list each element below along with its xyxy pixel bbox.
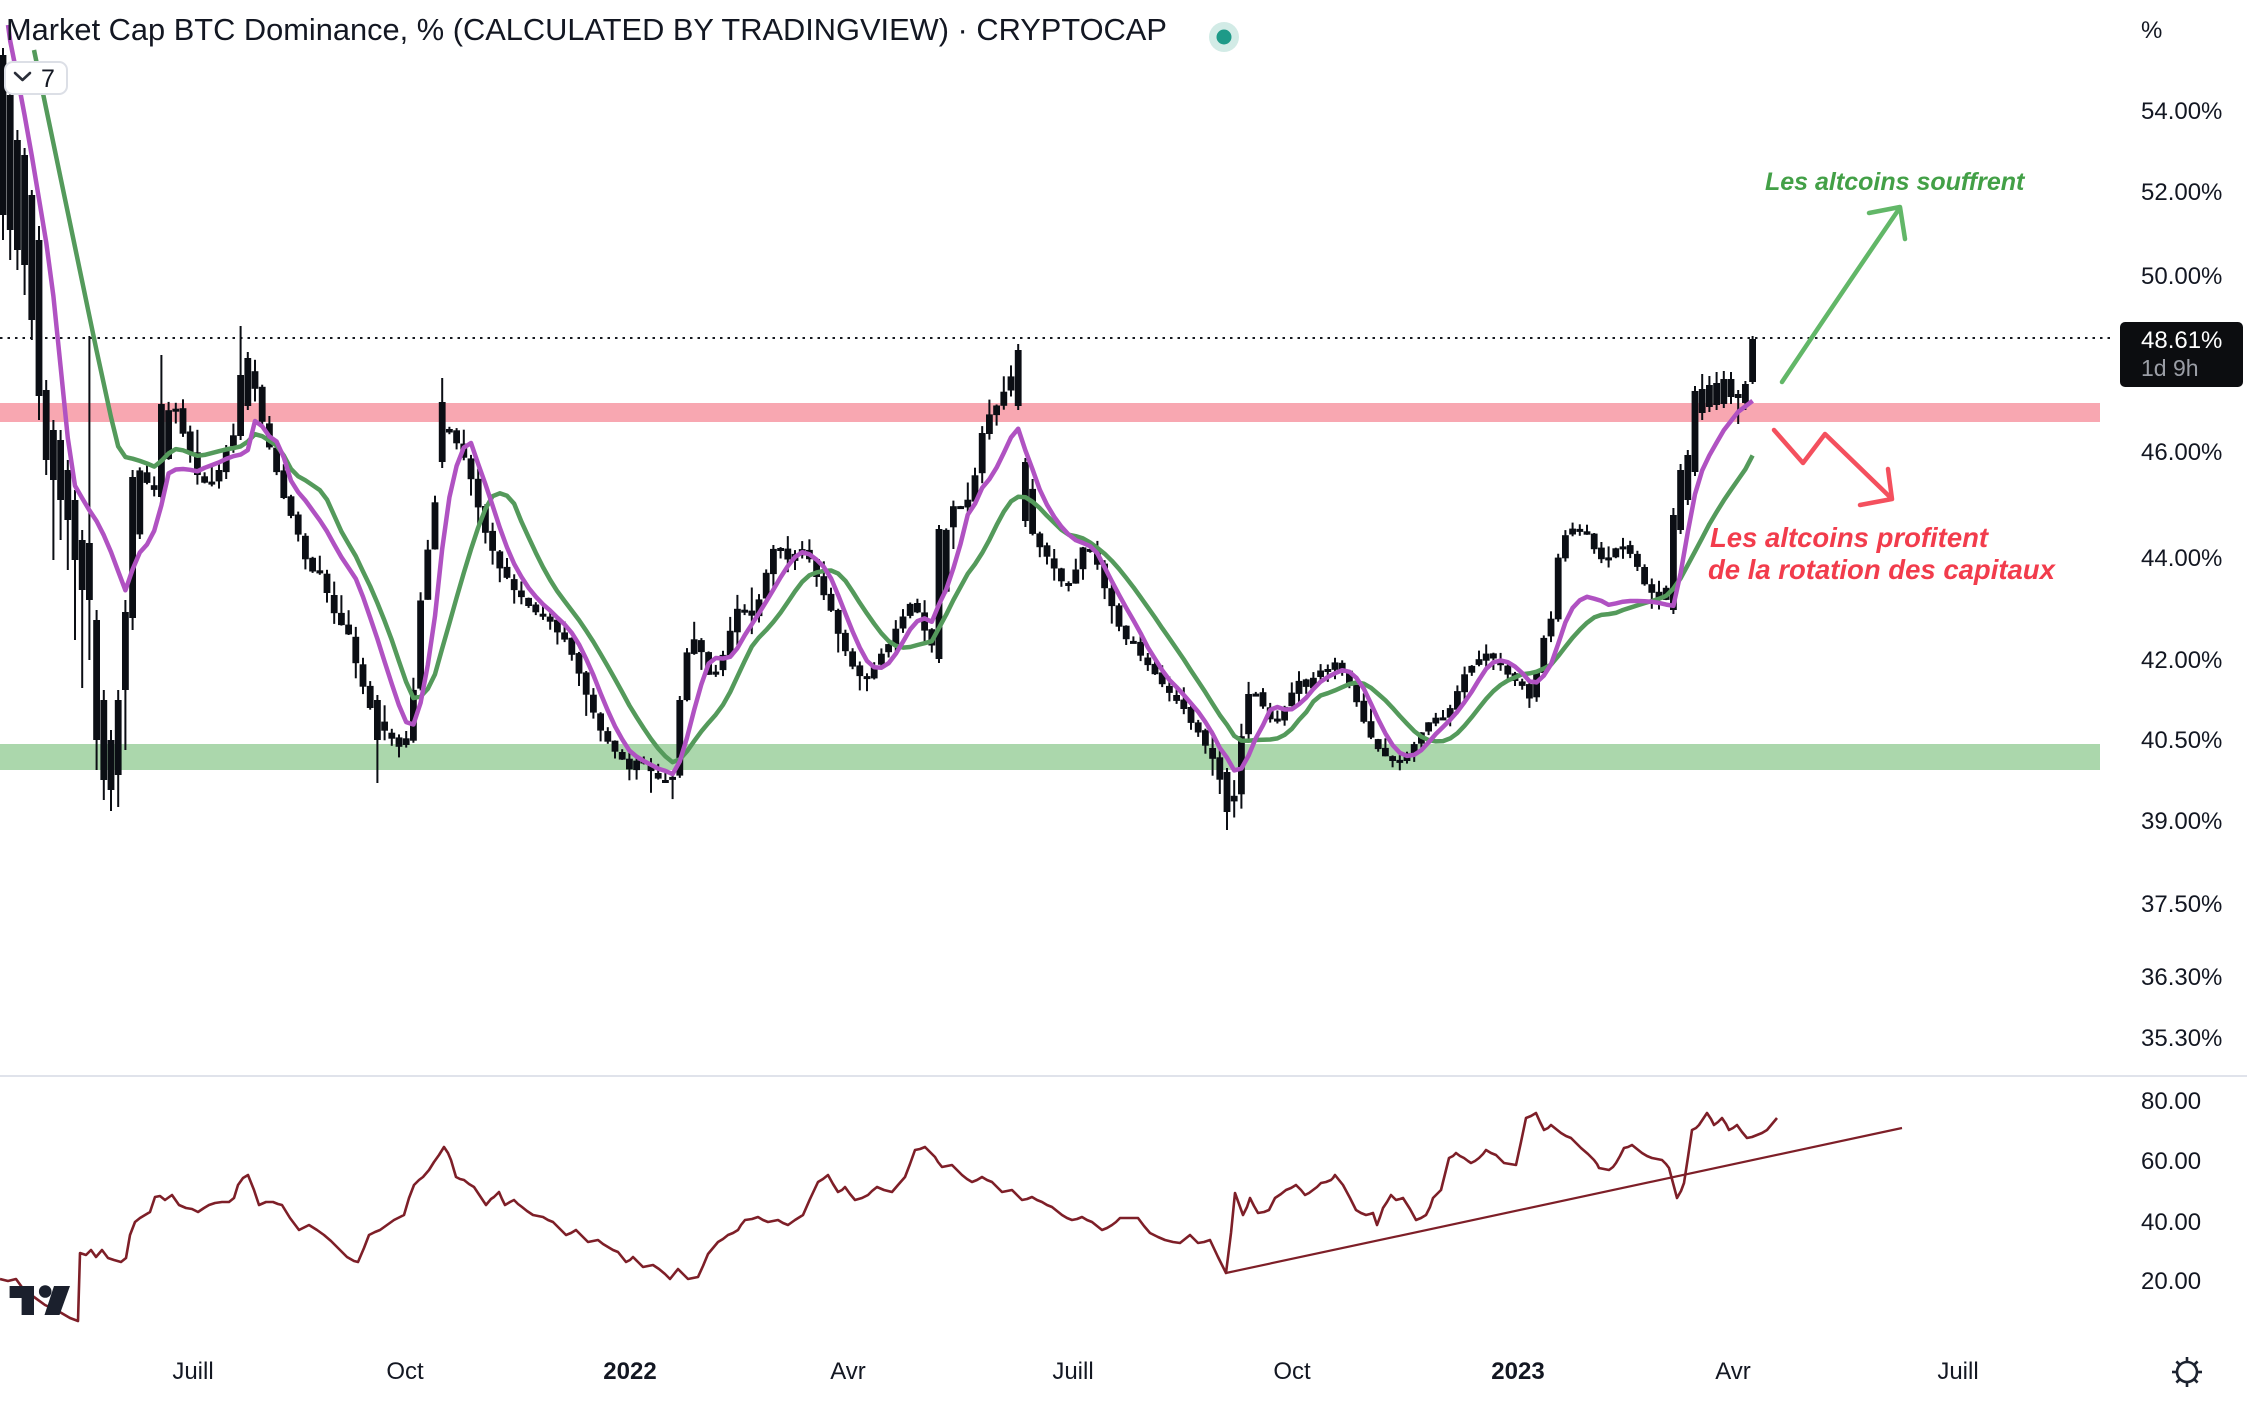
svg-text:Market Cap BTC Dominance, % (C: Market Cap BTC Dominance, % (CALCULATED …: [6, 12, 1167, 47]
svg-text:Juill: Juill: [1052, 1358, 1093, 1385]
svg-text:Juill: Juill: [172, 1358, 213, 1385]
svg-text:Avr: Avr: [1715, 1358, 1751, 1385]
svg-text:50.00%: 50.00%: [2141, 263, 2222, 290]
svg-text:36.30%: 36.30%: [2141, 964, 2222, 991]
svg-text:48.61%: 48.61%: [2141, 327, 2222, 354]
svg-text:de la rotation des capitaux: de la rotation des capitaux: [1708, 554, 2057, 585]
svg-text:60.00: 60.00: [2141, 1148, 2201, 1175]
svg-text:35.30%: 35.30%: [2141, 1025, 2222, 1052]
svg-text:1d 9h: 1d 9h: [2141, 355, 2199, 381]
svg-text:44.00%: 44.00%: [2141, 545, 2222, 572]
svg-text:40.00: 40.00: [2141, 1209, 2201, 1236]
svg-text:46.00%: 46.00%: [2141, 439, 2222, 466]
svg-text:%: %: [2141, 17, 2162, 44]
svg-text:2022: 2022: [603, 1358, 656, 1385]
svg-text:80.00: 80.00: [2141, 1088, 2201, 1115]
svg-text:Les altcoins profitent: Les altcoins profitent: [1710, 522, 1990, 553]
svg-text:52.00%: 52.00%: [2141, 179, 2222, 206]
svg-text:40.50%: 40.50%: [2141, 727, 2222, 754]
svg-text:Oct: Oct: [386, 1358, 424, 1385]
svg-text:42.00%: 42.00%: [2141, 647, 2222, 674]
svg-text:54.00%: 54.00%: [2141, 98, 2222, 125]
svg-text:7: 7: [41, 65, 55, 93]
svg-text:20.00: 20.00: [2141, 1268, 2201, 1295]
svg-text:Avr: Avr: [830, 1358, 866, 1385]
svg-text:Oct: Oct: [1273, 1358, 1311, 1385]
svg-text:37.50%: 37.50%: [2141, 891, 2222, 918]
svg-text:2023: 2023: [1491, 1358, 1544, 1385]
svg-text:Juill: Juill: [1937, 1358, 1978, 1385]
svg-text:Les altcoins souffrent: Les altcoins souffrent: [1765, 168, 2026, 196]
svg-text:39.00%: 39.00%: [2141, 808, 2222, 835]
